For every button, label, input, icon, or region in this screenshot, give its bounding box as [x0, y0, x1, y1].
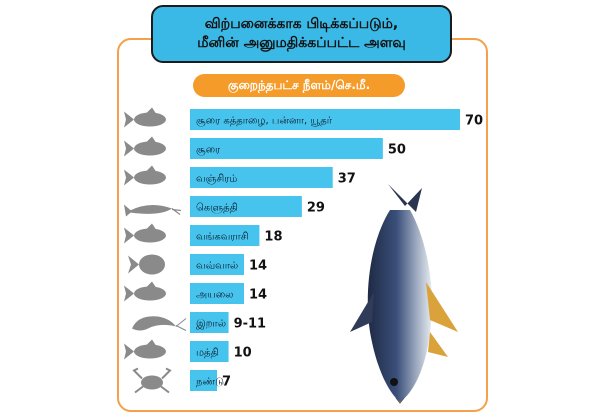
- chart-subtitle: குறைந்தபட்ச நீளம்/செ.மீ.: [193, 74, 405, 97]
- value-label: 14: [249, 288, 267, 303]
- category-label: கெளுத்தி: [196, 203, 238, 214]
- prawn-icon: [132, 316, 187, 331]
- title-box: விற்பனைக்காக பிடிக்கப்படும், மீனின் அனும…: [151, 5, 452, 63]
- value-label: 29: [307, 201, 325, 216]
- fish-icon: [124, 339, 166, 360]
- value-label: 37: [338, 172, 356, 187]
- category-label: இறால்: [196, 319, 226, 330]
- pomfret-icon: [128, 254, 165, 275]
- title-line-2: மீனின் அனுமதிக்கப்பட்ட அளவு: [197, 35, 406, 51]
- category-label: வங்கவராசி: [196, 232, 249, 243]
- fish-icon: [124, 281, 166, 302]
- catfish-icon: [124, 204, 182, 217]
- fish-icon: [124, 107, 166, 128]
- fish-icon: [124, 223, 166, 244]
- value-label: 18: [264, 230, 282, 245]
- bar: [190, 283, 244, 304]
- value-label: 70: [465, 114, 483, 129]
- category-label: வஞ்சிரம்: [196, 174, 237, 185]
- bar: [190, 196, 302, 217]
- bar: [190, 138, 383, 159]
- fish-icon: [124, 136, 166, 157]
- category-label: அயலை: [196, 290, 233, 301]
- value-label: 9-11: [234, 317, 267, 332]
- title-line-1: விற்பனைக்காக பிடிக்கப்படும்,: [204, 16, 399, 32]
- value-label: 50: [388, 143, 406, 158]
- fish-icon: [124, 165, 166, 186]
- crab-icon: [132, 367, 172, 394]
- bar: [190, 254, 244, 275]
- category-label: நண்டு: [196, 377, 224, 388]
- value-label: 7: [222, 375, 231, 390]
- tuna-illustration: [350, 184, 458, 404]
- category-label: சூரை: [196, 145, 221, 156]
- category-label: வவ்வால்: [196, 261, 238, 272]
- category-label: சூரை கத்தாழை, பன்னா, யூதர்: [196, 116, 333, 127]
- bar: [190, 225, 260, 246]
- bar: [190, 370, 217, 391]
- value-label: 10: [234, 346, 252, 361]
- bar: [190, 167, 333, 188]
- bar: [190, 341, 229, 362]
- category-label: மத்தி: [196, 348, 219, 359]
- bar: [190, 312, 229, 333]
- value-label: 14: [249, 259, 267, 274]
- bar: [190, 109, 460, 130]
